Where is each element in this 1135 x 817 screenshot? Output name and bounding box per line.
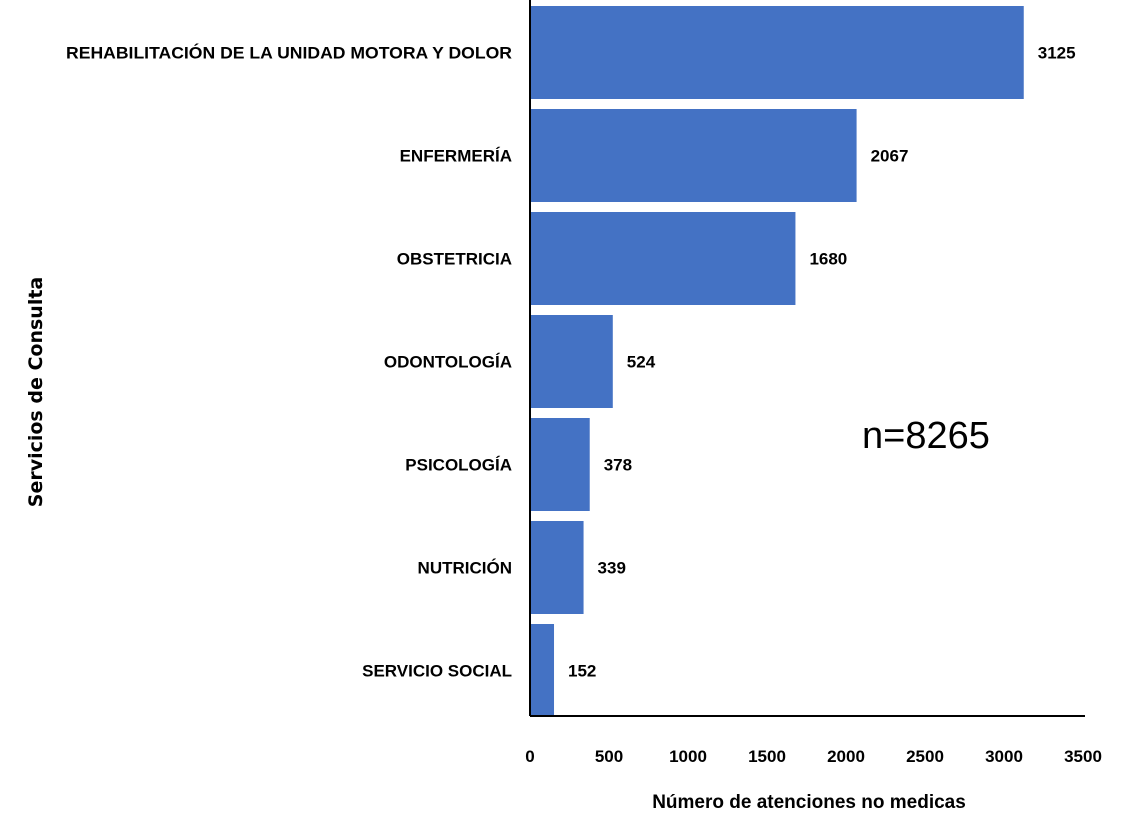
category-label: SERVICIO SOCIAL — [362, 662, 512, 681]
category-labels-group: REHABILITACIÓN DE LA UNIDAD MOTORA Y DOL… — [66, 44, 512, 681]
axes-group — [529, 0, 1085, 717]
data-label: 1680 — [809, 250, 847, 269]
category-label: PSICOLOGÍA — [405, 456, 512, 475]
y-axis-title: Servicios de Consulta — [25, 277, 47, 507]
data-label: 152 — [568, 662, 596, 681]
x-tick-labels-group: 0 500 1000 1500 2000 2500 3000 3500 — [525, 747, 1102, 766]
bar — [530, 521, 584, 614]
category-label: OBSTETRICIA — [397, 250, 512, 269]
x-tick-label: 1000 — [669, 747, 707, 766]
data-label: 2067 — [871, 147, 909, 166]
category-label: ODONTOLOGÍA — [384, 353, 512, 372]
bars-group — [530, 6, 1024, 717]
data-label: 524 — [627, 353, 656, 372]
bar — [530, 418, 590, 511]
data-label: 339 — [598, 559, 626, 578]
data-label: 3125 — [1038, 44, 1076, 63]
x-tick-label: 0 — [525, 747, 534, 766]
x-tick-label: 2500 — [906, 747, 944, 766]
bar — [530, 624, 555, 717]
category-label: REHABILITACIÓN DE LA UNIDAD MOTORA Y DOL… — [66, 44, 512, 63]
value-labels-group: 3125 2067 1680 524 378 339 152 — [568, 44, 1076, 681]
sample-size-annotation: n=8265 — [862, 415, 990, 457]
x-tick-label: 1500 — [748, 747, 786, 766]
category-label: ENFERMERÍA — [400, 147, 512, 166]
category-label: NUTRICIÓN — [418, 559, 512, 578]
x-tick-label: 3000 — [985, 747, 1023, 766]
bar — [530, 212, 796, 305]
x-tick-label: 500 — [595, 747, 623, 766]
x-tick-label: 2000 — [827, 747, 865, 766]
bar — [530, 6, 1024, 99]
x-tick-label: 3500 — [1064, 747, 1102, 766]
bar — [530, 315, 613, 408]
data-label: 378 — [604, 456, 632, 475]
bar — [530, 109, 857, 202]
x-axis-title: Número de atenciones no medicas — [652, 792, 966, 813]
